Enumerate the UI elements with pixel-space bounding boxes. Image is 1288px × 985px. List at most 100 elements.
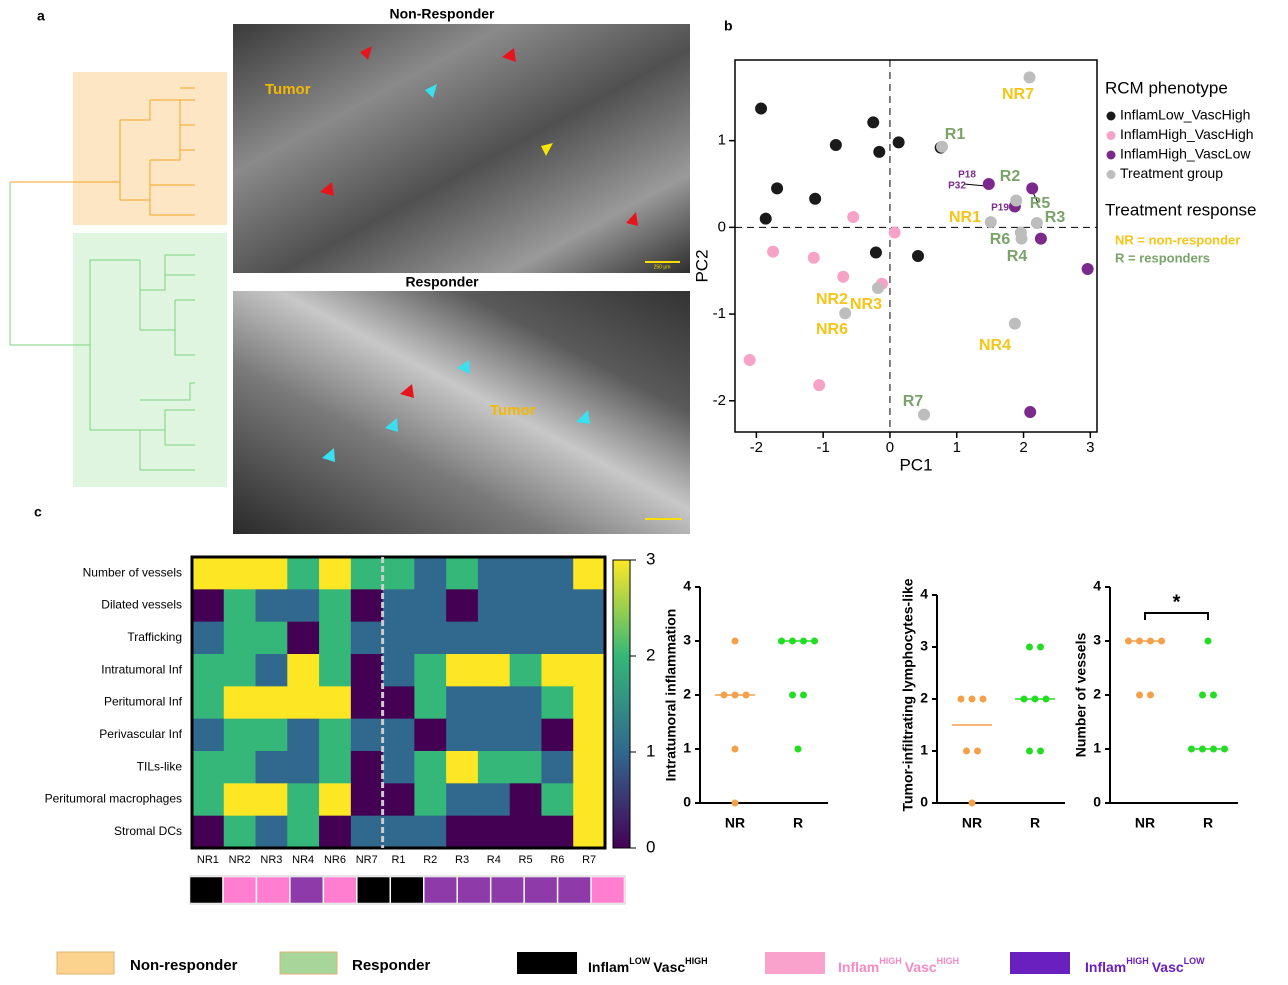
significance-bracket bbox=[1145, 613, 1208, 620]
phenotype-cell bbox=[525, 877, 557, 903]
cell bbox=[414, 816, 446, 849]
point bbox=[1024, 406, 1036, 418]
cell bbox=[510, 654, 542, 687]
legend-label: NR = non-responder bbox=[1115, 232, 1240, 247]
point bbox=[983, 178, 995, 190]
row-label: Dilated vessels bbox=[101, 598, 182, 612]
column-label: NR7 bbox=[356, 854, 378, 866]
y-tick-label: 2 bbox=[1093, 686, 1101, 702]
superscript: HIGH bbox=[879, 956, 902, 966]
cell bbox=[319, 557, 351, 590]
label-part: Inflam bbox=[1085, 959, 1126, 975]
y-tick-label: -2 bbox=[713, 392, 726, 409]
cell bbox=[224, 589, 256, 622]
annotation: R1 bbox=[945, 126, 966, 143]
y-tick-label: 4 bbox=[920, 586, 928, 602]
x-tick-label: NR bbox=[1135, 815, 1155, 831]
column-label: R5 bbox=[519, 854, 533, 866]
dot bbox=[969, 800, 976, 807]
cell bbox=[224, 719, 256, 752]
cell bbox=[256, 783, 288, 816]
image-title: Non-Responder bbox=[390, 6, 496, 22]
point bbox=[912, 250, 924, 262]
y-axis-label: Tumor-infiltrating lymphocytes-like bbox=[900, 578, 916, 811]
y-tick-label: 0 bbox=[718, 218, 726, 235]
cell bbox=[351, 783, 383, 816]
y-tick-label: 1 bbox=[920, 742, 928, 758]
cell bbox=[224, 783, 256, 816]
label-part: Inflam bbox=[838, 959, 879, 975]
cell bbox=[478, 622, 510, 655]
cell bbox=[446, 622, 478, 655]
dot bbox=[1199, 692, 1206, 699]
dot bbox=[811, 638, 818, 645]
cell bbox=[541, 686, 573, 719]
panel-label: a bbox=[37, 8, 45, 24]
cell bbox=[192, 751, 224, 784]
row-label: Intratumoral Inf bbox=[101, 662, 182, 676]
micrograph bbox=[233, 291, 690, 534]
leader-line bbox=[964, 184, 986, 186]
cell bbox=[383, 622, 415, 655]
annotation: NR4 bbox=[979, 337, 1011, 354]
dot bbox=[1221, 746, 1228, 753]
cell bbox=[414, 783, 446, 816]
cell bbox=[541, 557, 573, 590]
cell bbox=[256, 686, 288, 719]
column-label: NR4 bbox=[292, 854, 314, 866]
phenotype-cell bbox=[391, 877, 423, 903]
dot bbox=[800, 638, 807, 645]
cell bbox=[541, 751, 573, 784]
colorbar-label: 3 bbox=[646, 549, 655, 568]
point bbox=[867, 116, 879, 128]
phenotype-cell bbox=[491, 877, 523, 903]
colorbar-label: 0 bbox=[646, 837, 655, 856]
cell bbox=[383, 719, 415, 752]
cell bbox=[510, 686, 542, 719]
figure: a b c Non-Responder Tumor 250 μm Respond… bbox=[0, 0, 1288, 980]
cell bbox=[287, 719, 319, 752]
cell bbox=[224, 622, 256, 655]
dot bbox=[789, 692, 796, 699]
dot bbox=[1210, 746, 1217, 753]
legend-label: InflamLOWVascHIGH bbox=[588, 956, 708, 974]
cell bbox=[446, 783, 478, 816]
cell bbox=[287, 557, 319, 590]
y-tick-label: -1 bbox=[713, 305, 726, 322]
legend-swatch bbox=[280, 952, 337, 974]
point bbox=[889, 227, 901, 239]
column-label: NR6 bbox=[324, 854, 346, 866]
label-part: Vasc bbox=[905, 959, 937, 975]
dot bbox=[974, 748, 981, 755]
phenotype-cell bbox=[357, 877, 389, 903]
annotation: R3 bbox=[1045, 209, 1066, 226]
dot bbox=[958, 696, 965, 703]
point bbox=[809, 193, 821, 205]
cell bbox=[478, 719, 510, 752]
dot bbox=[1125, 638, 1132, 645]
point bbox=[830, 139, 842, 151]
y-axis-label: Intratumoral inflammation bbox=[663, 609, 679, 782]
annotation: NR3 bbox=[850, 296, 882, 313]
cell bbox=[541, 622, 573, 655]
cell bbox=[510, 719, 542, 752]
x-tick-label: R bbox=[1030, 815, 1040, 831]
point bbox=[837, 271, 849, 283]
column-label: R2 bbox=[423, 854, 437, 866]
dot bbox=[969, 696, 976, 703]
x-tick-label: -2 bbox=[750, 439, 763, 456]
cell bbox=[287, 783, 319, 816]
dot bbox=[795, 746, 802, 753]
dot bbox=[1026, 644, 1033, 651]
legend-swatch bbox=[57, 952, 114, 974]
cell bbox=[351, 654, 383, 687]
cell bbox=[319, 816, 351, 849]
phenotype-cell bbox=[290, 877, 322, 903]
colorbar-label: 2 bbox=[646, 645, 655, 664]
panel-label: b bbox=[724, 18, 733, 34]
cell bbox=[478, 557, 510, 590]
cell bbox=[478, 686, 510, 719]
point bbox=[893, 136, 905, 148]
